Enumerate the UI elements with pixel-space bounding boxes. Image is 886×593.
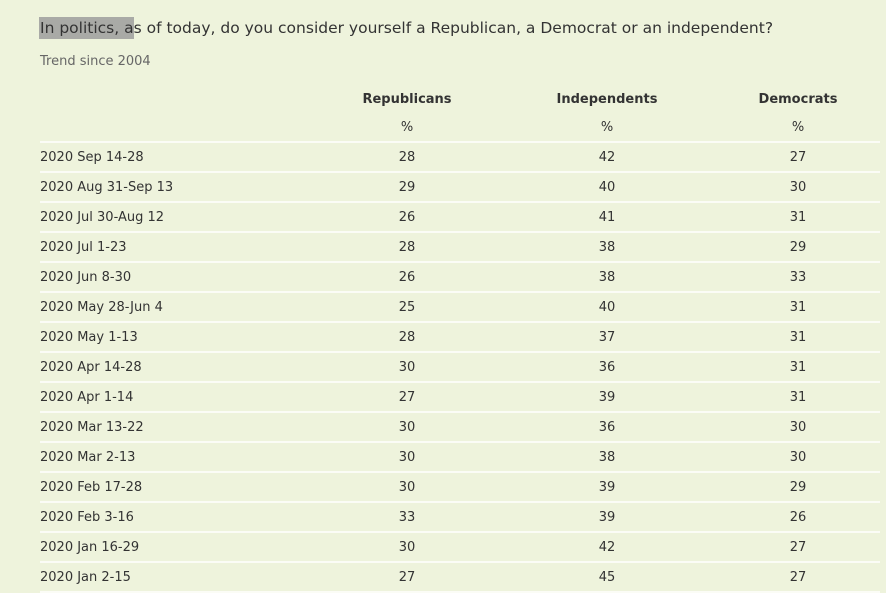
row-separator <box>40 321 880 323</box>
row-separator <box>40 441 880 443</box>
value-cell: 31 <box>789 330 807 345</box>
value-cell: 31 <box>789 210 807 225</box>
value-cell: 45 <box>598 570 616 585</box>
value-cell: 38 <box>598 450 616 465</box>
unit-label: % <box>400 120 414 135</box>
value-cell: 41 <box>598 210 616 225</box>
value-cell: 39 <box>598 510 616 525</box>
row-separator <box>40 201 880 203</box>
value-cell: 33 <box>398 510 416 525</box>
value-cell: 30 <box>398 450 416 465</box>
value-cell: 28 <box>398 150 416 165</box>
row-label: 2020 Jan 16-29 <box>40 540 140 555</box>
value-cell: 29 <box>398 180 416 195</box>
question-title: In politics, as of today, do you conside… <box>40 19 774 37</box>
row-label: 2020 May 28-Jun 4 <box>40 300 163 315</box>
row-label: 2020 Jul 1-23 <box>40 240 127 255</box>
row-separator <box>40 261 880 263</box>
value-cell: 39 <box>598 390 616 405</box>
value-cell: 36 <box>598 360 616 375</box>
value-cell: 28 <box>398 240 416 255</box>
unit-label: % <box>791 120 805 135</box>
value-cell: 38 <box>598 240 616 255</box>
row-separator <box>40 351 880 353</box>
row-separator <box>40 471 880 473</box>
value-cell: 27 <box>398 570 416 585</box>
value-cell: 25 <box>398 300 416 315</box>
row-label: 2020 Feb 3-16 <box>40 510 134 525</box>
row-separator <box>40 411 880 413</box>
row-label: 2020 Apr 14-28 <box>40 360 142 375</box>
text-selection <box>39 17 134 39</box>
row-label: 2020 Aug 31-Sep 13 <box>40 180 174 195</box>
value-cell: 27 <box>789 570 807 585</box>
value-cell: 27 <box>789 540 807 555</box>
value-cell: 30 <box>398 540 416 555</box>
row-label: 2020 Jan 2-15 <box>40 570 131 585</box>
row-separator <box>40 171 880 173</box>
row-separator <box>40 381 880 383</box>
value-cell: 30 <box>398 420 416 435</box>
value-cell: 29 <box>789 480 807 495</box>
value-cell: 26 <box>398 270 416 285</box>
value-cell: 38 <box>598 270 616 285</box>
column-header: Republicans <box>362 92 452 107</box>
unit-label: % <box>600 120 614 135</box>
value-cell: 28 <box>398 330 416 345</box>
value-cell: 30 <box>398 360 416 375</box>
value-cell: 40 <box>598 180 616 195</box>
row-separator <box>40 531 880 533</box>
value-cell: 30 <box>789 420 807 435</box>
value-cell: 31 <box>789 390 807 405</box>
row-label: 2020 Mar 2-13 <box>40 450 136 465</box>
row-label: 2020 Jul 30-Aug 12 <box>40 210 165 225</box>
column-header: Independents <box>556 92 658 107</box>
value-cell: 37 <box>598 330 616 345</box>
value-cell: 27 <box>398 390 416 405</box>
value-cell: 42 <box>598 150 616 165</box>
value-cell: 30 <box>789 180 807 195</box>
column-header: Democrats <box>758 92 838 107</box>
value-cell: 30 <box>398 480 416 495</box>
subtitle: Trend since 2004 <box>40 54 151 69</box>
value-cell: 40 <box>598 300 616 315</box>
row-separator <box>40 501 880 503</box>
row-separator <box>40 231 880 233</box>
row-label: 2020 Mar 13-22 <box>40 420 144 435</box>
row-label: 2020 Apr 1-14 <box>40 390 134 405</box>
value-cell: 36 <box>598 420 616 435</box>
row-label: 2020 Feb 17-28 <box>40 480 143 495</box>
row-label: 2020 May 1-13 <box>40 330 138 345</box>
value-cell: 27 <box>789 150 807 165</box>
value-cell: 26 <box>398 210 416 225</box>
row-label: 2020 Sep 14-28 <box>40 150 144 165</box>
value-cell: 39 <box>598 480 616 495</box>
value-cell: 42 <box>598 540 616 555</box>
row-separator <box>40 141 880 143</box>
value-cell: 31 <box>789 360 807 375</box>
row-separator <box>40 291 880 293</box>
row-label: 2020 Jun 8-30 <box>40 270 132 285</box>
value-cell: 30 <box>789 450 807 465</box>
value-cell: 29 <box>789 240 807 255</box>
row-separator <box>40 561 880 563</box>
value-cell: 26 <box>789 510 807 525</box>
value-cell: 33 <box>789 270 807 285</box>
value-cell: 31 <box>789 300 807 315</box>
